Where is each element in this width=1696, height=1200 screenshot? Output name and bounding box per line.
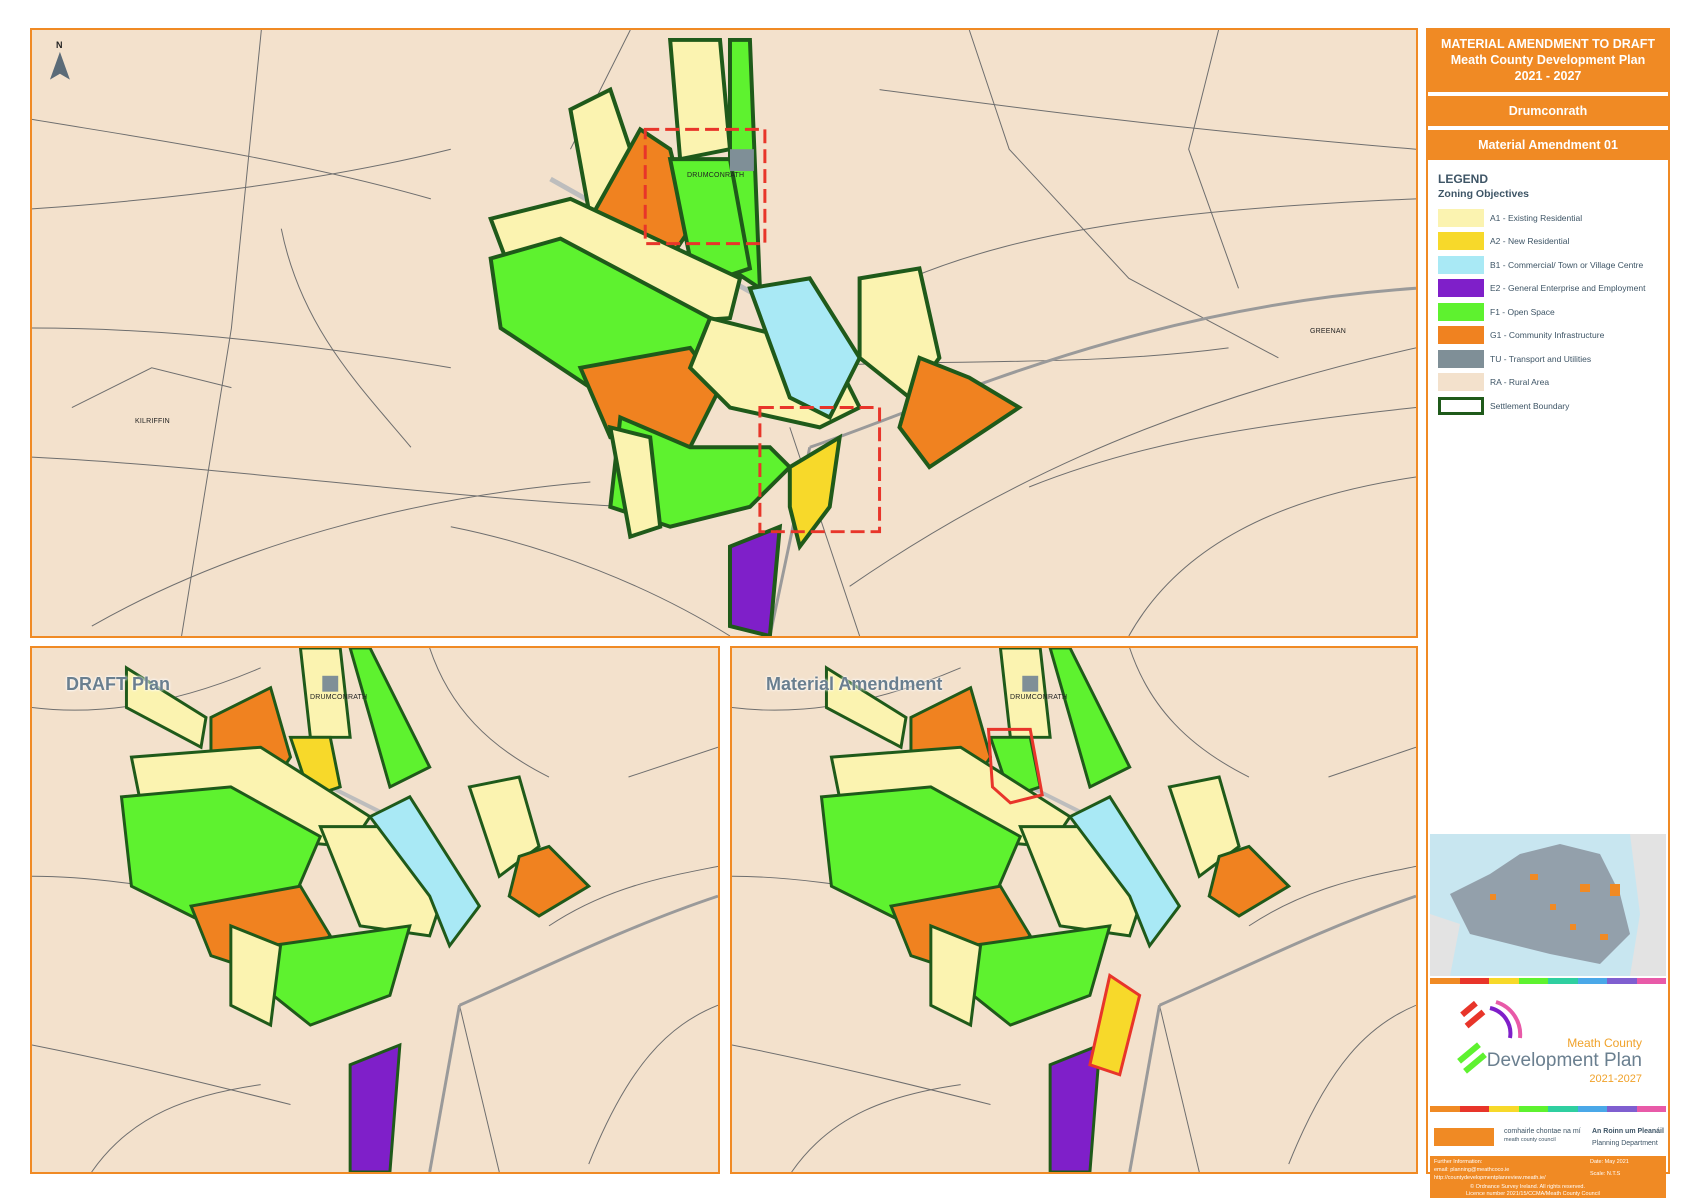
label-greenan: GREENAN — [1310, 328, 1347, 335]
legend-swatch — [1438, 279, 1484, 298]
council-logo — [1434, 1128, 1494, 1146]
legend-item: TU - Transport and Utilities — [1438, 347, 1662, 371]
council-name-irish: comhairle chontae na mí — [1504, 1128, 1581, 1135]
county-locator-map — [1430, 834, 1666, 976]
footer-copyright: © Ordnance Survey Ireland. All rights re… — [1470, 1184, 1586, 1190]
material-amendment-map[interactable]: Material Amendment DRUMCONRATH — [730, 646, 1418, 1174]
legend-swatch — [1438, 373, 1484, 392]
footer-date: Date: May 2021 — [1590, 1159, 1629, 1165]
title-line3: 2021 - 2027 — [1514, 69, 1582, 83]
legend-label: TU - Transport and Utilities — [1490, 353, 1592, 364]
department-irish: An Roinn um Pleanáil — [1592, 1128, 1664, 1135]
legend-label: A2 - New Residential — [1490, 236, 1570, 247]
logo-line3: 2021-2027 — [1589, 1073, 1642, 1085]
legend-item: F1 - Open Space — [1438, 300, 1662, 324]
legend-swatch — [1438, 396, 1484, 415]
footer-info: Further Information: email: planning@mea… — [1430, 1156, 1666, 1198]
material-amendment-map-canvas — [732, 648, 1416, 1172]
main-map[interactable]: N DRUMCONRATH GREENAN KILRIFFIN — [30, 28, 1418, 638]
development-plan-logo: Meath County Development Plan 2021-2027 — [1430, 988, 1666, 1096]
draft-plan-map[interactable]: DRAFT Plan DRUMCONRATH — [30, 646, 720, 1174]
legend-label: A1 - Existing Residential — [1490, 212, 1583, 223]
legend-swatch — [1438, 255, 1484, 274]
footer-email[interactable]: email: planning@meathcoco.ie — [1434, 1167, 1510, 1173]
legend-item: A2 - New Residential — [1438, 230, 1662, 254]
north-arrow-label: N — [56, 40, 63, 50]
color-stripe-top — [1430, 978, 1666, 984]
legend-item: G1 - Community Infrastructure — [1438, 324, 1662, 348]
material-amendment-title: Material Amendment — [766, 674, 943, 694]
title-line1: MATERIAL AMENDMENT TO DRAFT — [1440, 37, 1656, 51]
logo-line2: Development Plan — [1486, 1050, 1642, 1071]
legend-label: RA - Rural Area — [1490, 377, 1550, 388]
legend-swatch — [1438, 232, 1484, 251]
draft-plan-map-canvas — [32, 648, 718, 1172]
footer-url[interactable]: http://countydevelopmentplanreview.meath… — [1434, 1175, 1546, 1181]
legend-item: Settlement Boundary — [1438, 394, 1662, 418]
color-stripe-bottom — [1430, 1106, 1666, 1112]
amendment-number: Material Amendment 01 — [1428, 130, 1668, 160]
legend-label: E2 - General Enterprise and Employment — [1490, 283, 1646, 294]
legend-label: F1 - Open Space — [1490, 306, 1555, 317]
legend-item: B1 - Commercial/ Town or Village Centre — [1438, 253, 1662, 277]
label-kilriffin: KILRIFFIN — [135, 418, 170, 425]
settlement-name: Drumconrath — [1428, 96, 1668, 126]
label-drumconrath-draft: DRUMCONRATH — [310, 694, 368, 701]
footer-licence: Licence number 2021/15/CCMA/Meath County… — [1466, 1191, 1600, 1197]
footer-scale: Scale: N.T.S — [1590, 1171, 1621, 1177]
legend-item: E2 - General Enterprise and Employment — [1438, 277, 1662, 301]
council-name-english: meath county council — [1504, 1137, 1556, 1143]
legend-swatch — [1438, 302, 1484, 321]
legend-swatch — [1438, 326, 1484, 345]
draft-plan-title: DRAFT Plan — [66, 674, 171, 694]
label-drumconrath-amendment: DRUMCONRATH — [1010, 694, 1068, 701]
legend-label: Settlement Boundary — [1490, 400, 1570, 411]
main-map-canvas — [32, 30, 1416, 636]
legend-item: A1 - Existing Residential — [1438, 206, 1662, 230]
sidebar: MATERIAL AMENDMENT TO DRAFT Meath County… — [1426, 28, 1670, 1198]
title-block: MATERIAL AMENDMENT TO DRAFT Meath County… — [1428, 30, 1668, 92]
legend-heading: LEGEND — [1438, 172, 1489, 186]
footer-further: Further Information: — [1434, 1159, 1483, 1165]
legend-label: B1 - Commercial/ Town or Village Centre — [1490, 259, 1644, 270]
title-line2: Meath County Development Plan — [1450, 53, 1646, 67]
legend-item: RA - Rural Area — [1438, 371, 1662, 395]
logo-line1: Meath County — [1567, 1036, 1642, 1050]
legend-label: G1 - Community Infrastructure — [1490, 330, 1605, 341]
legend-swatch — [1438, 349, 1484, 368]
council-block: comhairle chontae na mí meath county cou… — [1430, 1120, 1666, 1154]
department-english: Planning Department — [1592, 1140, 1658, 1147]
legend-subheading: Zoning Objectives — [1438, 188, 1530, 200]
label-drumconrath: DRUMCONRATH — [687, 172, 745, 179]
legend-swatch — [1438, 208, 1484, 227]
legend: LEGEND Zoning Objectives A1 - Existing R… — [1438, 172, 1662, 418]
